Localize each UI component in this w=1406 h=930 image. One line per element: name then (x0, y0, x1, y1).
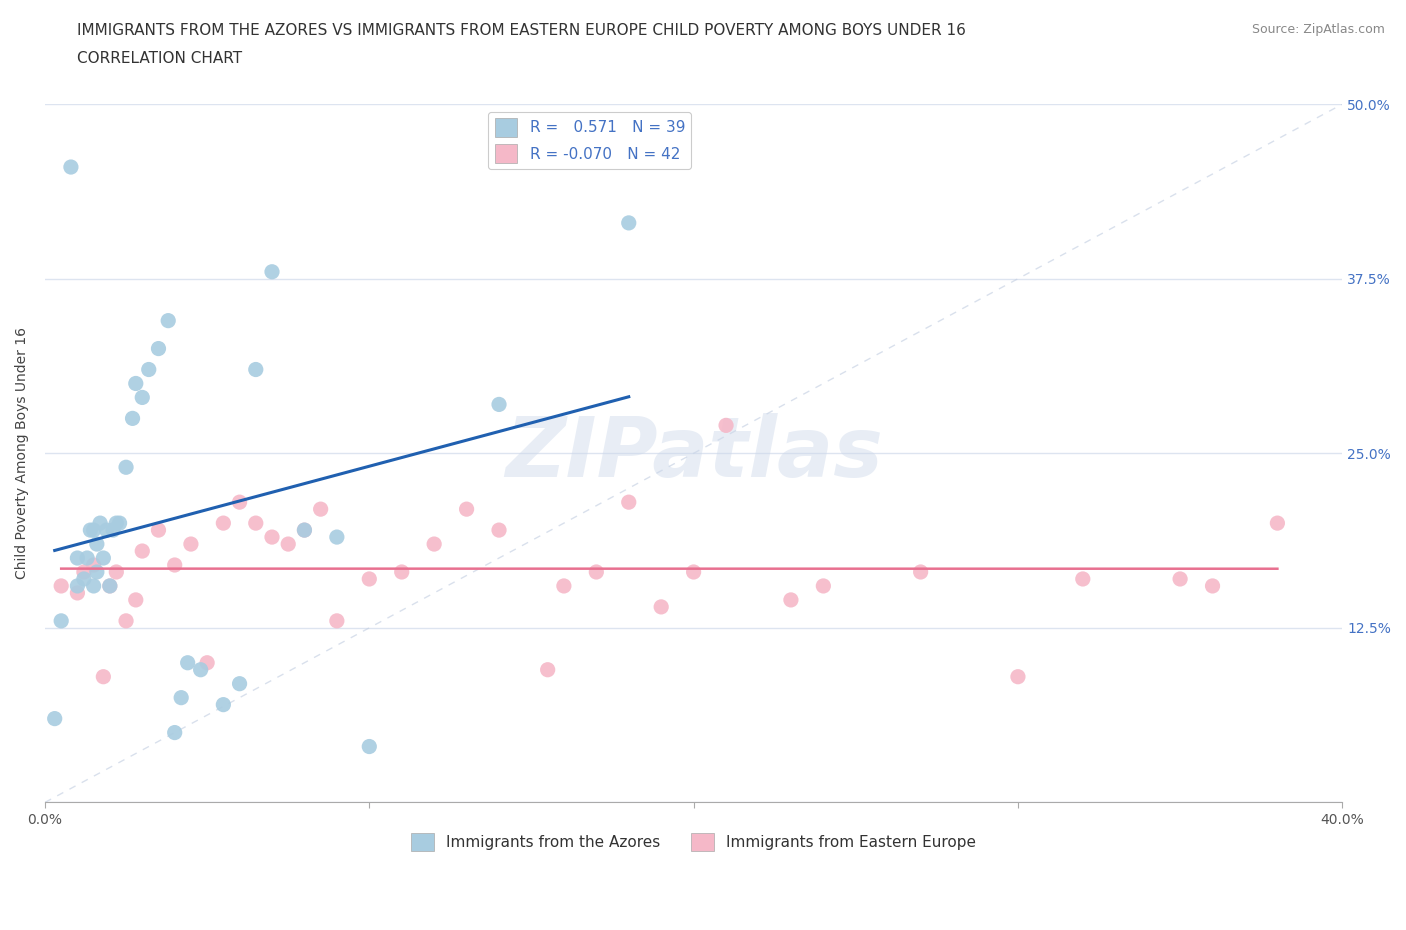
Point (294, 523, 316, 538)
Point (780, 592, 803, 607)
Point (488, 397, 510, 412)
Point (83, 578, 105, 593)
Point (585, 565, 607, 579)
Point (98, 578, 121, 593)
Point (76, 551, 98, 565)
Point (228, 495, 250, 510)
Point (910, 565, 932, 579)
Point (83, 523, 105, 538)
Point (277, 537, 299, 551)
Point (682, 565, 704, 579)
Point (553, 578, 575, 593)
Point (1007, 670, 1029, 684)
Point (131, 544, 153, 559)
Point (125, 376, 148, 391)
Point (44, 711, 66, 726)
Point (176, 656, 198, 671)
Point (813, 578, 835, 593)
Point (309, 501, 332, 516)
Point (617, 495, 640, 510)
Point (108, 515, 131, 530)
Point (163, 558, 186, 573)
Point (105, 515, 128, 530)
Point (93, 551, 115, 565)
Point (1071, 572, 1094, 587)
Point (125, 592, 148, 607)
Point (170, 690, 193, 705)
Point (121, 411, 143, 426)
Point (1168, 572, 1191, 587)
Point (51, 614, 73, 629)
Point (245, 515, 267, 530)
Point (96, 523, 118, 538)
Point (86, 565, 108, 579)
Text: CORRELATION CHART: CORRELATION CHART (77, 51, 242, 66)
Point (148, 523, 170, 538)
Legend: Immigrants from the Azores, Immigrants from Eastern Europe: Immigrants from the Azores, Immigrants f… (405, 827, 983, 857)
Point (157, 313, 180, 328)
Point (456, 501, 478, 516)
Point (326, 530, 349, 545)
Y-axis label: Child Poverty Among Boys Under 16: Child Poverty Among Boys Under 16 (15, 327, 30, 579)
Point (180, 537, 202, 551)
Point (359, 572, 381, 587)
Point (89, 515, 111, 530)
Point (98, 578, 121, 593)
Point (66, 551, 89, 565)
Point (51, 578, 73, 593)
Point (93, 670, 115, 684)
Point (488, 523, 510, 538)
Point (115, 459, 138, 474)
Point (1201, 578, 1223, 593)
Point (148, 341, 170, 356)
Point (138, 362, 160, 377)
Text: IMMIGRANTS FROM THE AZORES VS IMMIGRANTS FROM EASTERN EUROPE CHILD POVERTY AMONG: IMMIGRANTS FROM THE AZORES VS IMMIGRANTS… (77, 23, 966, 38)
Point (537, 662, 560, 677)
Point (66, 586, 89, 601)
Point (83, 558, 105, 573)
Text: Source: ZipAtlas.com: Source: ZipAtlas.com (1251, 23, 1385, 36)
Point (359, 739, 381, 754)
Point (163, 725, 186, 740)
Point (195, 656, 218, 671)
Point (1267, 515, 1289, 530)
Point (86, 537, 108, 551)
Point (101, 523, 124, 538)
Point (423, 537, 446, 551)
Point (326, 614, 349, 629)
Point (714, 418, 737, 432)
Point (650, 600, 672, 615)
Point (190, 662, 212, 677)
Text: ZIPatlas: ZIPatlas (505, 413, 883, 494)
Point (245, 362, 267, 377)
Point (131, 390, 153, 405)
Point (617, 216, 640, 231)
Point (105, 565, 128, 579)
Point (66, 578, 89, 593)
Point (294, 523, 316, 538)
Point (59, 160, 82, 175)
Point (391, 565, 413, 579)
Point (212, 698, 235, 712)
Point (260, 530, 283, 545)
Point (73, 572, 96, 587)
Point (115, 614, 138, 629)
Point (228, 676, 250, 691)
Point (212, 515, 235, 530)
Point (260, 264, 283, 279)
Point (79, 523, 101, 538)
Point (73, 565, 96, 579)
